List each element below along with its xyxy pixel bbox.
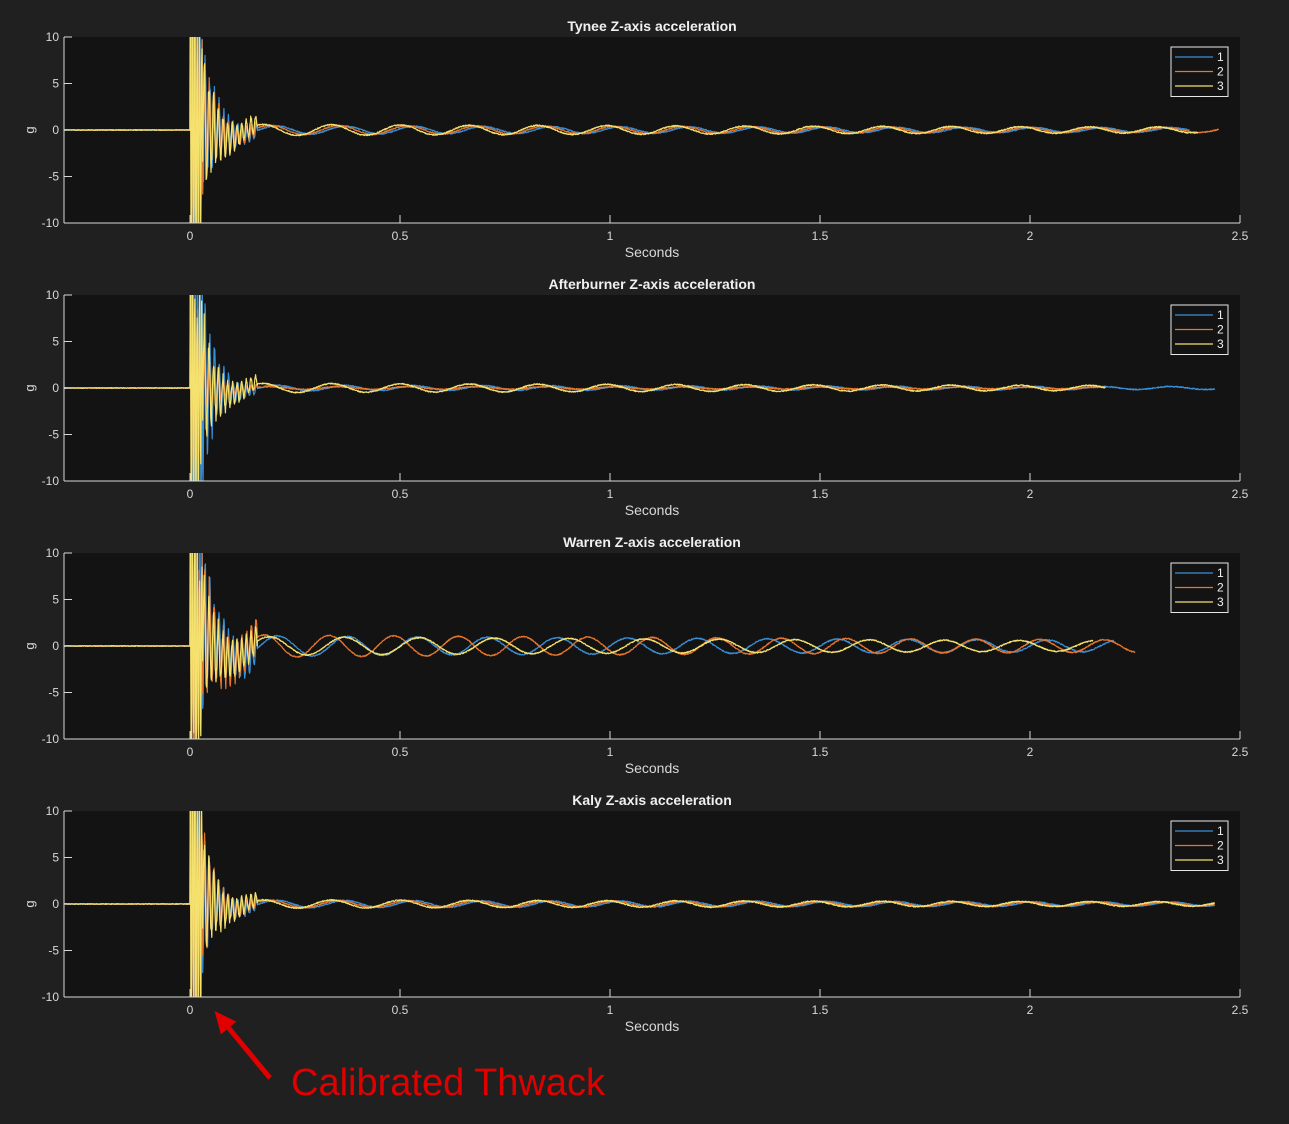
chart-title: Tynee Z-axis acceleration (567, 18, 736, 34)
x-tick-label: 2.5 (1232, 1003, 1249, 1017)
arrow-head (214, 1011, 237, 1035)
series-line-3 (64, 553, 1094, 739)
series-group (64, 37, 1219, 223)
series-line-3 (64, 37, 1199, 223)
legend-label-2: 2 (1217, 323, 1224, 337)
x-tick-label: 0 (187, 745, 194, 759)
y-tick-label: -10 (42, 990, 60, 1004)
x-tick-label: 0.5 (392, 229, 409, 243)
y-tick-label: -5 (48, 170, 59, 184)
y-tick-label: 5 (52, 77, 59, 91)
annotation-label: Calibrated Thwack (291, 1062, 606, 1104)
y-tick-label: 10 (46, 804, 60, 818)
y-tick-label: -5 (48, 428, 59, 442)
y-tick-label: 0 (52, 381, 59, 395)
x-tick-label: 1 (607, 1003, 614, 1017)
x-axis-label: Seconds (625, 1018, 679, 1034)
y-tick-label: 5 (52, 335, 59, 349)
legend-label-3: 3 (1217, 595, 1224, 609)
x-tick-label: 1.5 (812, 487, 829, 501)
y-tick-label: 5 (52, 851, 59, 865)
x-tick-label: 1 (607, 745, 614, 759)
y-tick-label: 0 (52, 639, 59, 653)
chart-title: Kaly Z-axis acceleration (572, 792, 732, 808)
legend-label-3: 3 (1217, 337, 1224, 351)
legend: 123 (1170, 820, 1229, 871)
legend-label-3: 3 (1217, 79, 1224, 93)
y-tick-label: -10 (42, 732, 60, 746)
annotation-arrow (214, 1011, 272, 1080)
series-group (64, 295, 1216, 481)
x-tick-label: 1.5 (812, 1003, 829, 1017)
legend: 123 (1170, 304, 1229, 355)
y-tick-label: -10 (42, 474, 60, 488)
legend-label-1: 1 (1217, 50, 1224, 64)
chart-panel-2: 0 0.5 1 1.5 2 2.5 10 5 0 -5 -10 Afterburner Z-axis … (22, 276, 1249, 518)
legend-label-1: 1 (1217, 308, 1224, 322)
x-tick-label: 1 (607, 229, 614, 243)
x-tick-label: 1 (607, 487, 614, 501)
legend: 123 (1170, 562, 1229, 613)
series-line-3 (64, 295, 1106, 481)
x-tick-label: 0.5 (392, 745, 409, 759)
x-axis-label: Seconds (625, 244, 679, 260)
y-tick-label: -10 (42, 216, 60, 230)
x-tick-label: 2 (1027, 745, 1034, 759)
x-tick-label: 2 (1027, 487, 1034, 501)
chart-panel-4: 0 0.5 1 1.5 2 2.5 10 5 0 -5 -10 Kaly Z-axis acceler… (22, 792, 1249, 1034)
y-axis-label: g (22, 900, 37, 907)
y-axis-label: g (22, 642, 37, 649)
y-tick-label: 0 (52, 897, 59, 911)
x-tick-label: 2.5 (1232, 745, 1249, 759)
x-tick-label: 0 (187, 1003, 194, 1017)
y-axis-label: g (22, 126, 37, 133)
x-tick-label: 0 (187, 487, 194, 501)
x-tick-label: 0 (187, 229, 194, 243)
x-tick-label: 0.5 (392, 487, 409, 501)
arrow-shaft (226, 1026, 272, 1080)
legend: 123 (1170, 46, 1229, 97)
x-tick-label: 0.5 (392, 1003, 409, 1017)
legend-label-2: 2 (1217, 65, 1224, 79)
y-tick-label: -5 (48, 944, 59, 958)
y-tick-label: 0 (52, 123, 59, 137)
y-tick-label: 10 (46, 288, 60, 302)
x-tick-label: 2.5 (1232, 229, 1249, 243)
legend-label-1: 1 (1217, 566, 1224, 580)
chart-panel-1: 0 0.5 1 1.5 2 2.5 10 5 0 -5 -10 Tynee Z-axis accele… (22, 18, 1249, 260)
chart-title: Afterburner Z-axis acceleration (549, 276, 756, 292)
x-tick-label: 1.5 (812, 745, 829, 759)
y-tick-label: 10 (46, 546, 60, 560)
series-line-3 (64, 811, 1216, 997)
y-tick-label: 5 (52, 593, 59, 607)
y-axis-label: g (22, 384, 37, 391)
x-tick-label: 2 (1027, 1003, 1034, 1017)
legend-label-3: 3 (1217, 853, 1224, 867)
x-tick-label: 1.5 (812, 229, 829, 243)
legend-label-2: 2 (1217, 581, 1224, 595)
x-axis-label: Seconds (625, 502, 679, 518)
series-group (64, 553, 1136, 739)
legend-label-2: 2 (1217, 839, 1224, 853)
y-tick-label: 10 (46, 30, 60, 44)
x-axis-label: Seconds (625, 760, 679, 776)
series-group (64, 811, 1216, 997)
y-tick-label: -5 (48, 686, 59, 700)
chart-panel-3: 0 0.5 1 1.5 2 2.5 10 5 0 -5 -10 Warren Z-axis accel… (22, 534, 1249, 776)
legend-label-1: 1 (1217, 824, 1224, 838)
chart-title: Warren Z-axis acceleration (563, 534, 741, 550)
x-tick-label: 2.5 (1232, 487, 1249, 501)
x-tick-label: 2 (1027, 229, 1034, 243)
